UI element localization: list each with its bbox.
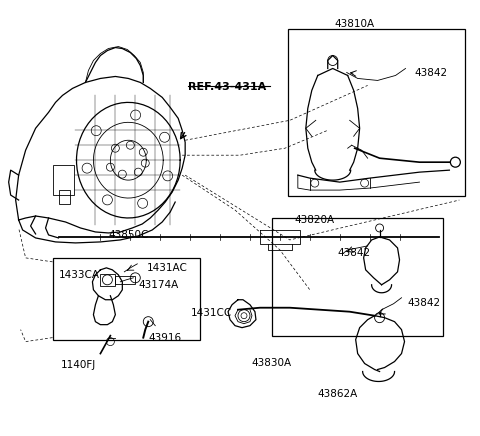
Text: 43830A: 43830A — [252, 358, 292, 368]
Text: 1433CA: 1433CA — [59, 270, 99, 280]
Text: 43842: 43842 — [338, 248, 371, 258]
Text: 43862A: 43862A — [318, 389, 358, 399]
Bar — [59, 190, 71, 204]
Bar — [115, 276, 135, 284]
Circle shape — [450, 157, 460, 167]
Text: 43842: 43842 — [408, 298, 441, 308]
Text: 1140FJ: 1140FJ — [61, 360, 96, 370]
Text: 43842: 43842 — [415, 68, 448, 78]
Bar — [288, 29, 465, 196]
Text: 43916: 43916 — [148, 333, 181, 343]
Bar — [52, 258, 200, 340]
Text: REF.43-431A: REF.43-431A — [188, 82, 266, 92]
Text: 1431CC: 1431CC — [191, 308, 232, 318]
Text: 43820A: 43820A — [295, 215, 335, 225]
Text: 43850C: 43850C — [108, 230, 148, 240]
Text: 43174A: 43174A — [138, 280, 179, 290]
Bar — [52, 165, 74, 195]
Text: 1431AC: 1431AC — [147, 263, 188, 273]
Bar — [100, 274, 115, 286]
Text: 43810A: 43810A — [335, 19, 375, 29]
Bar — [272, 218, 444, 336]
